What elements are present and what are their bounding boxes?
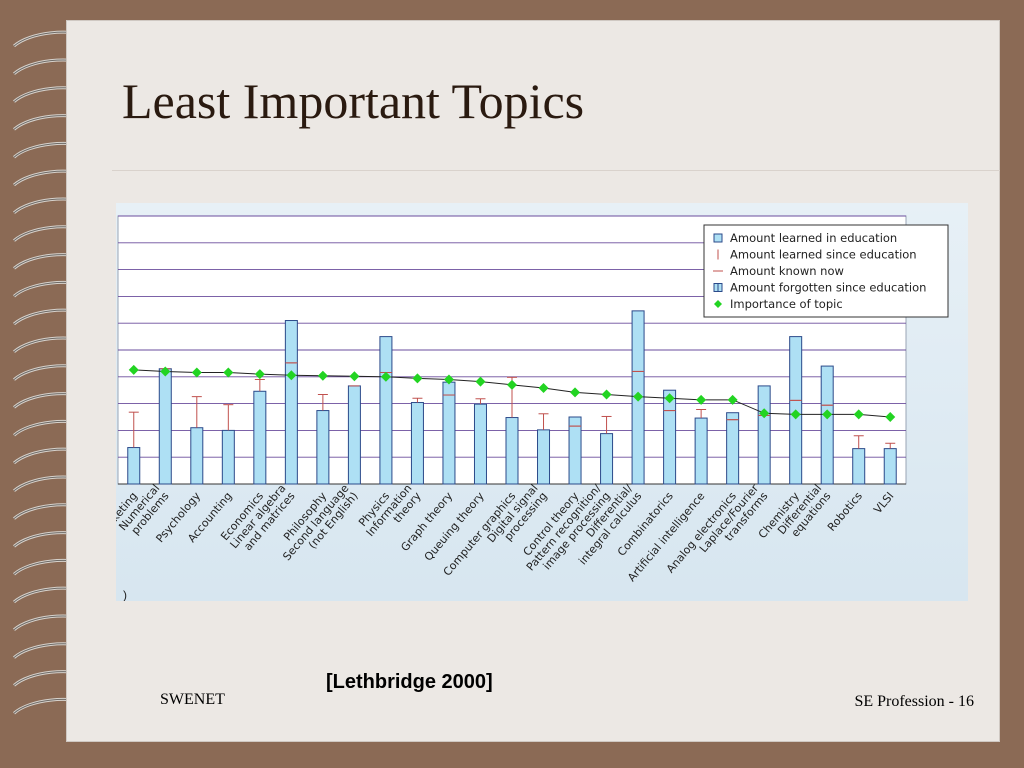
bar-group	[694, 408, 708, 485]
bar-learned	[410, 402, 424, 485]
footer-right: SE Profession - 16	[854, 693, 974, 710]
bar-group	[127, 411, 141, 485]
importance-point	[475, 376, 486, 387]
bar-group	[379, 336, 393, 485]
bar-group	[600, 415, 614, 485]
bar-learned	[473, 403, 487, 485]
importance-point	[286, 370, 297, 381]
bar-group	[158, 368, 172, 485]
citation: [Lethbridge 2000]	[326, 671, 493, 693]
bar-group	[410, 397, 424, 485]
bar-group	[663, 389, 677, 485]
bar-learned	[127, 447, 141, 485]
importance-point	[664, 393, 675, 404]
footer-left: SWENET	[160, 691, 225, 708]
bar-learned	[284, 320, 298, 485]
bar-group	[473, 398, 487, 485]
bar-learned	[757, 385, 771, 485]
bar-learned	[663, 389, 677, 485]
importance-point	[507, 379, 517, 390]
legend-entry: Amount forgotten since education	[730, 281, 926, 295]
importance-point	[128, 364, 139, 375]
legend: Amount learned in education Amount learne…	[703, 224, 949, 318]
bar-learned	[537, 429, 551, 485]
importance-point	[696, 394, 707, 405]
bar-group	[190, 396, 204, 485]
bar-learned	[505, 417, 519, 485]
bar-learned	[568, 416, 582, 485]
bar-learned	[883, 448, 897, 485]
x-tick-label: VLSI	[871, 490, 896, 517]
stray-mark: )	[123, 588, 127, 601]
bar-group	[883, 442, 897, 485]
legend-entry: Importance of topic	[730, 297, 843, 311]
legend-swatch	[713, 233, 723, 243]
title-divider	[112, 170, 1000, 171]
bar-learned	[221, 429, 235, 485]
bar-learned	[347, 385, 361, 485]
importance-point	[570, 387, 581, 398]
importance-point	[538, 383, 549, 394]
legend-entry: Amount known now	[730, 264, 844, 278]
bar-group	[347, 385, 361, 485]
bar-group	[221, 404, 235, 485]
bar-learned	[316, 410, 330, 485]
bar-learned	[253, 390, 267, 485]
importance-point	[317, 370, 328, 381]
slide: Least Important Topics 0.00.51.01.52.02.…	[66, 20, 1000, 742]
bar-group	[316, 393, 330, 485]
bar-learned	[820, 365, 834, 485]
importance-point	[191, 367, 202, 378]
bar-group	[757, 385, 771, 485]
importance-point	[254, 369, 265, 380]
importance-point	[349, 371, 360, 382]
importance-point	[727, 394, 738, 405]
bar-learned	[600, 433, 614, 485]
importance-point	[412, 373, 423, 384]
legend-box	[703, 224, 949, 318]
importance-point	[160, 366, 171, 377]
importance-point	[380, 371, 391, 382]
importance-point	[822, 409, 833, 420]
legend-swatch	[714, 300, 722, 308]
bar-learned	[852, 448, 866, 485]
bar-group	[852, 435, 866, 485]
bar-group	[537, 413, 551, 485]
importance-point	[759, 408, 770, 419]
importance-point	[633, 391, 644, 402]
bar-group	[820, 365, 834, 485]
bar-learned	[158, 368, 172, 485]
bar-group	[726, 412, 740, 485]
bar-group	[442, 381, 456, 485]
bar-group	[284, 320, 298, 485]
bar-chart: 0.00.51.01.52.02.53.03.54.04.55.0Marketi…	[116, 215, 949, 601]
importance-point	[853, 409, 864, 420]
legend-entry: Amount learned since education	[730, 248, 917, 262]
legend-entry: Amount learned in education	[730, 231, 897, 245]
chart-panel: 0.00.51.01.52.02.53.03.54.04.55.0Marketi…	[116, 203, 968, 601]
bar-group	[568, 416, 582, 485]
importance-point	[223, 367, 234, 378]
bar-group	[253, 378, 267, 485]
importance-point	[790, 409, 801, 420]
importance-point	[885, 412, 896, 422]
bar-learned	[726, 412, 740, 485]
bar-learned	[442, 381, 456, 485]
bar-learned	[694, 417, 708, 485]
page-title: Least Important Topics	[122, 73, 585, 129]
importance-point	[601, 389, 612, 400]
importance-point	[443, 374, 454, 385]
bar-learned	[379, 336, 393, 485]
bar-learned	[190, 427, 204, 485]
